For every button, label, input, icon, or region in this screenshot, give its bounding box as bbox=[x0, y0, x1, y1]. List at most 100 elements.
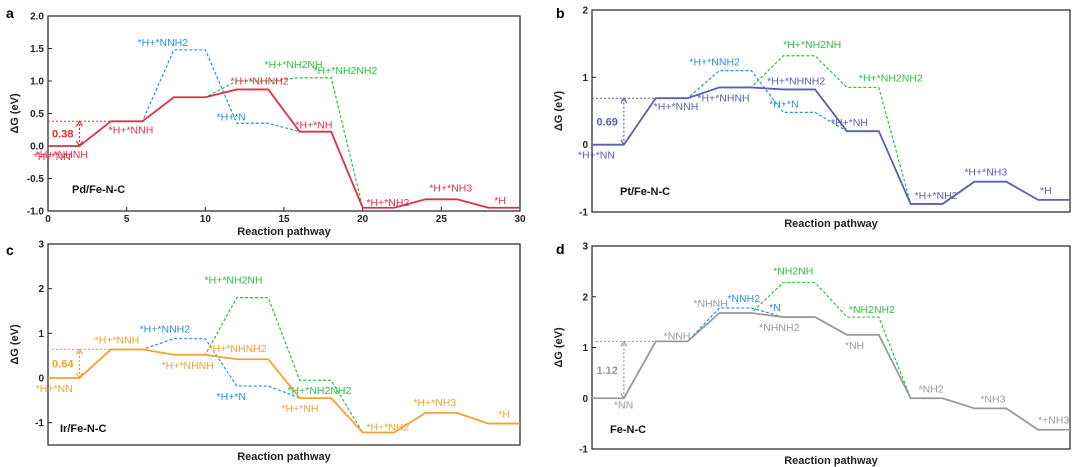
intermediate-label: *H+*NNH2 bbox=[140, 324, 191, 336]
y-tick-label: -1 bbox=[35, 418, 44, 429]
intermediate-label: *H+*NH3 bbox=[964, 167, 1007, 179]
y-tick-label: 1.5 bbox=[30, 44, 44, 55]
catalyst-name: Fe-N-C bbox=[610, 424, 646, 436]
y-tick-label: -1 bbox=[579, 445, 588, 456]
intermediate-label: *H+*NHNH2 bbox=[231, 75, 289, 87]
intermediate-label: *H+*NH2NH2 bbox=[859, 72, 923, 84]
y-tick-label: 3 bbox=[582, 242, 588, 253]
annotation-value: 0.38 bbox=[52, 129, 73, 141]
intermediate-label: *NH2 bbox=[919, 383, 944, 395]
catalyst-name: Pd/Fe-N-C bbox=[72, 184, 125, 196]
y-tick-label: 0.0 bbox=[30, 142, 44, 153]
series-main bbox=[592, 312, 1070, 431]
y-tick-label: -1 bbox=[579, 208, 588, 219]
intermediate-label: *NNH bbox=[664, 330, 691, 342]
annotation-value: 0.64 bbox=[52, 359, 74, 371]
y-axis-label: ΔG (eV) bbox=[553, 327, 565, 368]
intermediate-label: *NHNH bbox=[693, 298, 727, 310]
series-branch-blue bbox=[110, 338, 332, 399]
intermediate-label: *H+*NH bbox=[831, 117, 868, 129]
intermediate-label: *H+*NH2NH bbox=[205, 275, 263, 287]
y-axis-label: ΔG (eV) bbox=[9, 324, 21, 365]
intermediate-label: *NNH2 bbox=[727, 293, 760, 305]
intermediate-label: *H bbox=[494, 195, 506, 207]
intermediate-label: *H+*NHNH bbox=[162, 360, 214, 372]
series-branch-blue bbox=[655, 70, 879, 132]
y-axis-label: ΔG (eV) bbox=[553, 91, 565, 132]
annotation-arrowhead-bottom bbox=[75, 140, 83, 148]
x-axis-label: Reaction pathway bbox=[784, 218, 878, 230]
intermediate-label: *NH bbox=[845, 340, 864, 352]
annotation-arrowhead-top bbox=[75, 120, 83, 127]
intermediate-label: *H+*NNH2 bbox=[689, 57, 740, 69]
x-tick-label: 10 bbox=[200, 214, 212, 225]
y-tick-label: 0 bbox=[582, 394, 588, 405]
annotation-arrowhead-top bbox=[75, 348, 83, 355]
annotation-arrowhead-bottom bbox=[75, 372, 83, 380]
series-branch-green bbox=[173, 297, 395, 434]
intermediate-label: *H+*NH2NH2 bbox=[313, 65, 377, 77]
intermediate-label: *H+*NHNH bbox=[697, 92, 749, 104]
panel-letter: b bbox=[556, 5, 565, 21]
intermediate-label: *H+*NH2 bbox=[366, 421, 409, 433]
y-tick-label: 2 bbox=[38, 284, 44, 295]
plot-frame bbox=[591, 245, 1071, 450]
intermediate-label: *H+*NHNH2 bbox=[209, 343, 267, 355]
series-branch-blue bbox=[110, 49, 332, 133]
x-tick-label: 15 bbox=[278, 214, 290, 225]
intermediate-label: *H+*NH2 bbox=[915, 190, 958, 202]
intermediate-label: *NH2NH bbox=[773, 266, 813, 278]
intermediate-label: *NHNH2 bbox=[759, 322, 799, 334]
series-branch-green bbox=[719, 55, 943, 205]
intermediate-label: *NH3 bbox=[980, 393, 1005, 405]
catalyst-name: Pt/Fe-N-C bbox=[620, 186, 670, 198]
panel-d: -1 0 1 2 3 Reaction pathway ΔG (eV) d Fe-N-C 1.12… bbox=[553, 241, 1071, 467]
intermediate-label: *H+*NH3 bbox=[413, 397, 456, 409]
intermediate-label: *H+*NN bbox=[36, 383, 73, 395]
x-axis-label: Reaction pathway bbox=[237, 226, 331, 238]
intermediate-label: *H+*NN bbox=[34, 151, 71, 163]
intermediate-label: *H+*NH2 bbox=[366, 197, 409, 209]
y-axis-label: ΔG (eV) bbox=[9, 93, 21, 134]
intermediate-label: *H+*NH bbox=[295, 120, 332, 132]
y-tick-label: -0.5 bbox=[27, 174, 45, 185]
intermediate-label: *H+*NNH2 bbox=[138, 37, 189, 49]
y-tick-label: 0 bbox=[38, 374, 44, 385]
annotation-arrowhead-top bbox=[620, 97, 628, 104]
y-tick-label: 2.0 bbox=[30, 12, 44, 23]
intermediate-label: *H+*NH2NH2 bbox=[287, 385, 351, 397]
intermediate-label: *NH2NH2 bbox=[849, 304, 895, 316]
series-branch-green bbox=[719, 281, 943, 399]
y-tick-label: 2 bbox=[582, 292, 588, 303]
y-tick-label: 3 bbox=[38, 240, 44, 251]
intermediate-label: *H+*NHNH2 bbox=[767, 75, 825, 87]
plot-frame bbox=[47, 243, 521, 446]
intermediate-label: *H+*NH2NH bbox=[265, 59, 323, 71]
panel-letter: c bbox=[6, 242, 14, 258]
series-branch-green bbox=[173, 77, 395, 209]
x-axis-label: Reaction pathway bbox=[784, 455, 878, 467]
intermediate-label: *+NH3 bbox=[1038, 415, 1069, 427]
intermediate-label: *H+*NH3 bbox=[429, 182, 472, 194]
y-tick-label: 0.5 bbox=[30, 109, 44, 120]
panel-letter: a bbox=[6, 5, 14, 21]
annotation-arrowhead-top bbox=[620, 340, 628, 347]
intermediate-label: *H bbox=[1040, 185, 1052, 197]
annotation-arrowhead-bottom bbox=[620, 392, 628, 400]
y-tick-label: 2 bbox=[582, 6, 588, 17]
y-tick-label: 1.0 bbox=[30, 77, 44, 88]
intermediate-label: *H+*N bbox=[769, 98, 798, 110]
y-tick-label: 1 bbox=[38, 329, 44, 340]
y-tick-label: -1.0 bbox=[27, 207, 45, 218]
intermediate-label: *H bbox=[498, 409, 510, 421]
intermediate-label: *H+*NH2NH bbox=[783, 39, 841, 51]
x-tick-label: 20 bbox=[357, 214, 369, 225]
intermediate-label: *N bbox=[769, 302, 781, 314]
intermediate-label: *NN bbox=[614, 399, 633, 411]
plot-frame bbox=[591, 9, 1071, 213]
annotation-value: 1.12 bbox=[596, 365, 617, 377]
annotation-arrowhead-bottom bbox=[620, 139, 628, 146]
intermediate-label: *H+*NN bbox=[578, 150, 615, 162]
intermediate-label: *H+*N bbox=[217, 111, 246, 123]
